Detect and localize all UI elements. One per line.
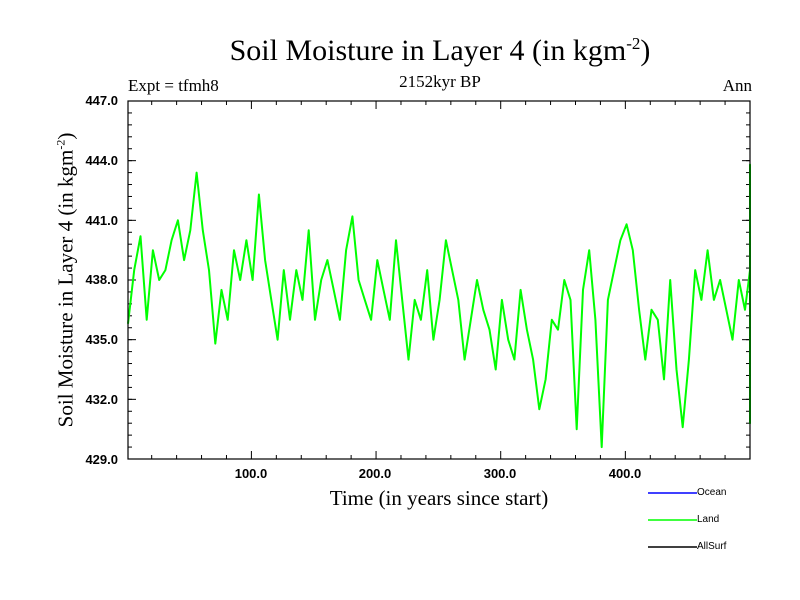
y-tick-label: 441.0 [85,213,118,228]
season-label: Ann [722,76,752,95]
chart-subtitle: 2152kyr BP [399,72,481,91]
x-tick-label: 200.0 [358,466,392,481]
y-tick-label: 444.0 [85,153,118,168]
x-tick-label: 300.0 [483,466,517,481]
experiment-label: Expt = tfmh8 [128,76,219,95]
y-tick-label: 447.0 [85,93,118,108]
y-tick-label: 429.0 [85,452,118,467]
x-axis-label: Time (in years since start) [329,486,549,510]
legend-label-allsurf: AllSurf [697,541,727,552]
legend-label-ocean: Ocean [697,487,727,498]
x-tick-label: 400.0 [608,466,642,481]
legend-label-land: Land [697,514,720,525]
plot-frame [127,100,751,460]
y-tick-label: 438.0 [85,272,118,287]
series-line-land [127,163,751,449]
y-tick-label: 432.0 [85,392,118,407]
chart-title: Soil Moisture in Layer 4 (in kgm-2) [229,34,651,67]
x-tick-label: 100.0 [234,466,268,481]
y-tick-label: 435.0 [85,332,118,347]
